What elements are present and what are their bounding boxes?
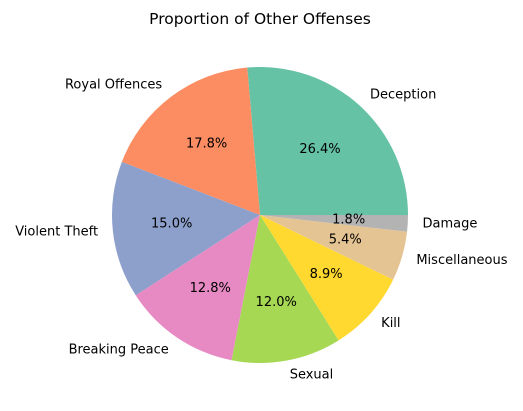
- slice-damage: [260, 215, 408, 232]
- pct-label-breaking-peace: 12.8%: [190, 281, 231, 296]
- category-label-breaking-peace: Breaking Peace: [69, 342, 169, 357]
- pct-label-damage: 1.8%: [332, 213, 365, 228]
- category-label-damage: Damage: [423, 217, 478, 232]
- slice-kill: [260, 215, 394, 341]
- slice-breaking-peace: [135, 215, 260, 361]
- slice-violent-theft: [111, 161, 260, 296]
- slice-sexual: [231, 215, 339, 363]
- category-label-sexual: Sexual: [290, 368, 334, 383]
- percentage-labels: 26.4% 17.8% 15.0% 12.8% 12.0% 8.9% 5.4% 1.8%: [151, 137, 365, 310]
- pct-label-miscellaneous: 5.4%: [329, 232, 362, 247]
- category-label-miscellaneous: Miscellaneous: [416, 253, 507, 268]
- pct-label-royal-offences: 17.8%: [186, 137, 227, 152]
- pct-label-kill: 8.9%: [310, 267, 343, 282]
- pct-label-violent-theft: 15.0%: [151, 217, 192, 232]
- slice-miscellaneous: [260, 215, 408, 280]
- category-label-kill: Kill: [381, 316, 400, 331]
- pie-slices: [111, 66, 408, 363]
- category-label-violent-theft: Violent Theft: [15, 224, 98, 239]
- pct-label-sexual: 12.0%: [256, 295, 297, 310]
- slice-deception: [247, 66, 408, 215]
- category-label-deception: Deception: [370, 88, 436, 103]
- slice-royal-offences: [121, 67, 260, 216]
- chart-title: Proportion of Other Offenses: [149, 10, 371, 28]
- pct-label-deception: 26.4%: [299, 142, 340, 157]
- category-label-royal-offences: Royal Offences: [65, 77, 162, 92]
- category-labels: Deception Royal Offences Violent Theft Brea…: [15, 77, 508, 382]
